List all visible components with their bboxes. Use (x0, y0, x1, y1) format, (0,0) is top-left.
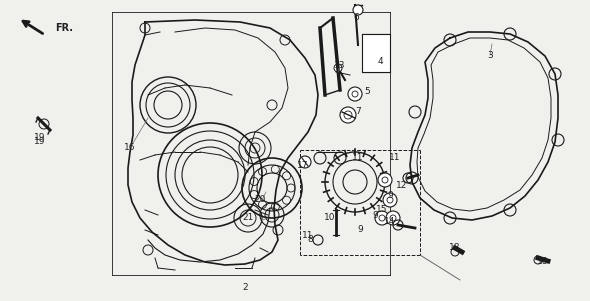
Text: 5: 5 (364, 88, 370, 97)
Text: 3: 3 (487, 51, 493, 60)
Text: 7: 7 (355, 107, 361, 116)
Text: 2: 2 (242, 284, 248, 293)
Circle shape (383, 193, 397, 207)
Text: 19: 19 (34, 134, 46, 142)
Text: 17: 17 (297, 160, 309, 169)
Circle shape (340, 107, 356, 123)
Text: 19: 19 (34, 138, 46, 147)
Circle shape (299, 156, 311, 168)
Circle shape (386, 211, 400, 225)
Text: FR.: FR. (55, 23, 73, 33)
Text: 11: 11 (302, 231, 314, 240)
Text: 4: 4 (377, 57, 383, 67)
Circle shape (334, 64, 342, 72)
Text: 16: 16 (124, 144, 136, 153)
Text: 14: 14 (384, 218, 396, 226)
Text: 11: 11 (352, 154, 364, 163)
Text: 9: 9 (372, 210, 378, 219)
Text: 13: 13 (335, 61, 346, 70)
Circle shape (353, 5, 363, 15)
Text: 6: 6 (353, 14, 359, 23)
Text: 8: 8 (307, 235, 313, 244)
Text: 11: 11 (389, 154, 401, 163)
Text: 21: 21 (242, 213, 254, 222)
Text: 20: 20 (254, 196, 266, 204)
Text: 9: 9 (357, 225, 363, 234)
Text: 10: 10 (324, 213, 336, 222)
Text: 15: 15 (376, 206, 388, 215)
Circle shape (348, 87, 362, 101)
Text: 18: 18 (537, 257, 549, 266)
Text: 18: 18 (449, 244, 461, 253)
Circle shape (375, 211, 389, 225)
Text: 12: 12 (396, 181, 408, 190)
Text: 9: 9 (387, 191, 393, 200)
FancyBboxPatch shape (362, 34, 390, 72)
Circle shape (378, 173, 392, 187)
